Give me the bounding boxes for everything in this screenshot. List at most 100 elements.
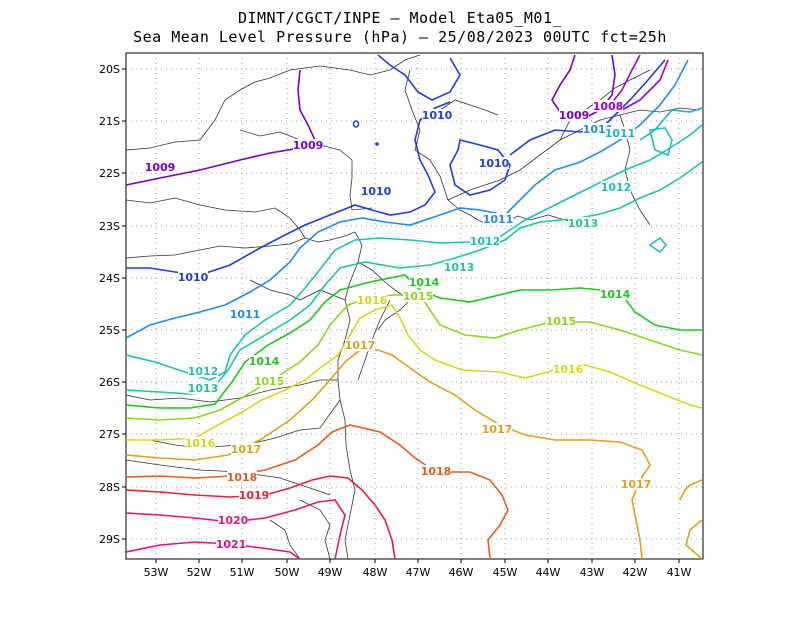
contour-label-bg	[249, 355, 279, 367]
contour-label-bg	[185, 437, 215, 449]
contour-label-bg	[470, 235, 500, 247]
contour-label: 1011	[605, 127, 636, 140]
contour-label: 1012	[601, 181, 632, 194]
contour-label: 1011	[483, 213, 514, 226]
y-tick-label: 23S	[99, 220, 120, 233]
contour-label-bg	[546, 315, 576, 327]
contour-label: 1017	[621, 478, 652, 491]
y-tick-label: 24S	[99, 272, 120, 285]
x-tick-label: 53W	[144, 566, 169, 579]
title-line-2: Sea Mean Level Pressure (hPa) – 25/08/20…	[133, 28, 667, 46]
contour-label: 1013	[568, 217, 599, 230]
x-tick-label: 50W	[275, 566, 300, 579]
contour-label-bg	[593, 100, 623, 112]
small-features	[352, 120, 379, 146]
y-tick-label: 28S	[99, 481, 120, 494]
contour-label-bg	[361, 185, 391, 197]
contour-label-bg	[553, 363, 583, 375]
contour-label-bg	[409, 276, 439, 288]
contour-label: 1014	[409, 276, 440, 289]
contour-label: 1015	[403, 290, 434, 303]
y-axis-labels: 20S 21S 22S 23S 24S 25S 26S 27S 28S 29S	[99, 63, 126, 546]
contour-label-bg	[231, 443, 261, 455]
contour-label: 1015	[546, 315, 577, 328]
lat-lon-grid	[126, 53, 703, 559]
contour-label-bg	[600, 288, 630, 300]
x-tick-label: 44W	[536, 566, 561, 579]
x-axis-labels: 53W 52W 51W 50W 49W 48W 47W 46W 45W 44W 43W 42W 41W	[144, 559, 692, 579]
contour-label: 1019	[239, 489, 270, 502]
contour-label-bg	[444, 261, 474, 273]
contour-label: 1013	[188, 382, 219, 395]
contour-label: 1014	[600, 288, 631, 301]
contour-label: 1009	[145, 161, 176, 174]
contour-label-bg	[230, 308, 260, 320]
contour-label: 1016	[185, 437, 216, 450]
contour-label: 1017	[345, 339, 376, 352]
contour-label: 1014	[249, 355, 280, 368]
contour-label-bg	[145, 161, 175, 173]
contour-label: 1012	[470, 235, 501, 248]
contour-label: 1018	[421, 465, 452, 478]
contour-label-bg	[605, 127, 635, 139]
contour-label-bg	[483, 213, 513, 225]
contour-label: 1021	[216, 538, 247, 551]
contour-label-bg	[403, 290, 433, 302]
contour-label: 1008	[593, 100, 624, 113]
contour-label: 1010	[479, 157, 510, 170]
y-tick-label: 27S	[99, 428, 120, 441]
x-tick-label: 42W	[623, 566, 648, 579]
contour-label-bg	[178, 271, 208, 283]
contour-label: 1015	[254, 375, 285, 388]
y-tick-label: 20S	[99, 63, 120, 76]
y-tick-label: 25S	[99, 324, 120, 337]
contour-label-bg	[422, 109, 452, 121]
x-tick-label: 51W	[230, 566, 255, 579]
contour-label: 1010	[178, 271, 209, 284]
x-tick-label: 47W	[406, 566, 431, 579]
contour-label-bg	[188, 365, 218, 377]
contour-label-bg	[621, 478, 651, 490]
contour-label-bg	[239, 489, 269, 501]
contour-label: 1009	[293, 139, 324, 152]
contour-label-bg	[293, 139, 323, 151]
contour-label: 1018	[227, 471, 258, 484]
contour-label: 1009	[559, 109, 590, 122]
contour-label: 1012	[188, 365, 219, 378]
contour-label: 1017	[482, 423, 513, 436]
x-tick-label: 49W	[318, 566, 343, 579]
contour-label-bg	[601, 181, 631, 193]
y-tick-label: 22S	[99, 167, 120, 180]
contour-label-bg	[479, 157, 509, 169]
contour-label: 1010	[422, 109, 453, 122]
contour-label-bg	[254, 375, 284, 387]
y-tick-label: 21S	[99, 115, 120, 128]
y-tick-label: 26S	[99, 376, 120, 389]
x-tick-label: 48W	[363, 566, 388, 579]
contour-label-bg	[482, 423, 512, 435]
x-tick-label: 52W	[187, 566, 212, 579]
contour-label: 1013	[444, 261, 475, 274]
contour-label: 1010	[361, 185, 392, 198]
x-tick-label: 43W	[580, 566, 605, 579]
x-tick-label: 45W	[493, 566, 518, 579]
coastline-borders	[125, 54, 701, 560]
contour-label-bg	[568, 217, 598, 229]
contour-label-bg	[421, 465, 451, 477]
title-line-1: DIMNT/CGCT/INPE – Model Eta05_M01_	[237, 9, 563, 27]
contour-label: 1017	[231, 443, 262, 456]
contour-label-bg	[188, 382, 218, 394]
contour-labels: 1009100910091008101010101010101010111011…	[145, 100, 652, 551]
contour-label-bg	[357, 294, 387, 306]
contour-label-bg	[218, 514, 248, 526]
contour-label-bg	[216, 538, 246, 550]
contour-label-bg	[227, 471, 257, 483]
y-tick-label: 29S	[99, 533, 120, 546]
contour-label: 1016	[357, 294, 388, 307]
contour-label-bg	[345, 339, 375, 351]
x-tick-label: 41W	[667, 566, 692, 579]
contour-label: 1016	[553, 363, 584, 376]
x-tick-label: 46W	[449, 566, 474, 579]
contour-label-bg	[559, 109, 589, 121]
